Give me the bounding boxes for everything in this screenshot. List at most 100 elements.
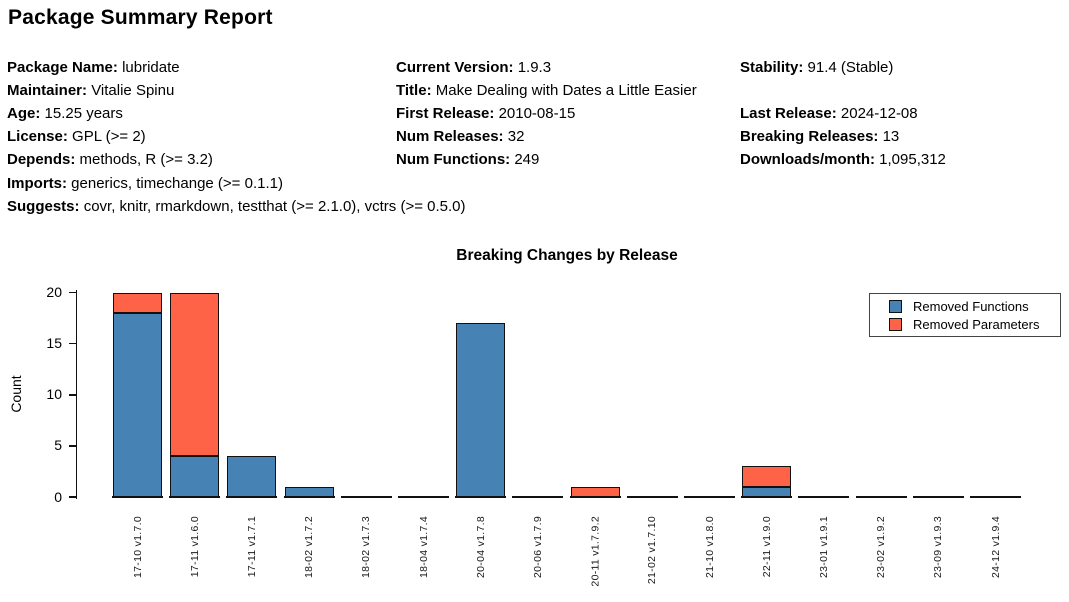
meta-label: Title:: [396, 82, 432, 100]
bar-baseline: [512, 495, 564, 498]
x-tick-label: 17-11 v1.7.1: [245, 516, 258, 578]
meta-label: Breaking Releases:: [740, 128, 879, 146]
x-tick-label: 23-02 v1.9.2: [875, 516, 888, 578]
chart-title: Breaking Changes by Release: [456, 247, 678, 264]
meta-label: Stability:: [740, 59, 804, 77]
meta-value: methods, R (>= 3.2): [79, 151, 213, 169]
meta-age: Age: 15.25 years: [7, 105, 396, 122]
legend-item-removed-parameters: Removed Parameters: [889, 317, 1060, 332]
meta-suggests: Suggests: covr, knitr, rmarkdown, testth…: [7, 198, 1065, 215]
bar-baseline: [398, 495, 449, 498]
meta-num-releases: Num Releases: 32: [396, 128, 740, 145]
x-tick-label: 21-02 v1.7.10: [646, 516, 659, 585]
legend-item-removed-functions: Removed Functions: [889, 299, 1060, 314]
meta-label: Imports:: [7, 174, 67, 192]
meta-value: 249: [514, 151, 540, 169]
meta-label: Suggests:: [7, 197, 80, 215]
y-axis-line: [75, 290, 78, 499]
bar-baseline: [970, 495, 1021, 498]
meta-value: 2010-08-15: [498, 105, 576, 123]
meta-value: GPL (>= 2): [72, 128, 146, 146]
x-tick-label: 20-06 v1.7.9: [531, 516, 544, 578]
x-tick-label: 18-02 v1.7.2: [303, 516, 316, 578]
chart-legend: Removed Functions Removed Parameters: [869, 293, 1061, 337]
meta-value: 2024-12-08: [840, 105, 918, 123]
meta-title: Title: Make Dealing with Dates a Little …: [396, 82, 740, 99]
x-tick-label: 18-02 v1.7.3: [360, 516, 373, 578]
y-tick-label: 5: [54, 437, 62, 454]
meta-label: Age:: [7, 105, 41, 123]
meta-value: generics, timechange (>= 0.1.1): [71, 174, 283, 192]
meta-downloads-month: Downloads/month: 1,095,312: [740, 151, 1065, 168]
legend-swatch-removed-parameters: [889, 317, 902, 331]
x-tick-label: 23-01 v1.9.1: [817, 516, 830, 578]
legend-label: Removed Parameters: [913, 316, 1040, 332]
y-tick-mark: [69, 496, 76, 498]
bar-baseline: [340, 495, 392, 498]
y-tick-mark: [69, 445, 76, 447]
y-tick-mark: [69, 393, 76, 396]
breaking-changes-chart: Breaking Changes by Release Count Remove…: [0, 240, 1069, 602]
legend-swatch-removed-functions: [889, 299, 902, 313]
bar-baseline: [684, 495, 735, 498]
bar-segment-removed-parameters: [570, 486, 620, 497]
meta-label: Last Release:: [740, 105, 837, 123]
meta-value: lubridate: [122, 59, 180, 77]
x-tick-label: 20-04 v1.7.8: [474, 516, 487, 578]
x-tick-label: 17-11 v1.6.0: [188, 516, 201, 578]
meta-stability: Stability: 91.4 (Stable): [740, 59, 1065, 76]
x-tick-label: 20-11 v1.7.9.2: [589, 516, 602, 587]
meta-value: covr, knitr, rmarkdown, testthat (>= 2.1…: [83, 197, 466, 215]
bar-segment-removed-parameters: [113, 292, 162, 313]
meta-current-version: Current Version: 1.9.3: [396, 59, 740, 76]
meta-label: Maintainer:: [7, 82, 88, 100]
bar-baseline: [912, 495, 964, 498]
meta-license: License: GPL (>= 2): [7, 128, 396, 145]
meta-label: Num Releases:: [396, 128, 504, 146]
bar-segment-removed-functions: [227, 456, 277, 497]
x-tick-label: 17-10 v1.7.0: [131, 516, 144, 578]
y-tick-label: 20: [46, 284, 62, 300]
meta-value: 91.4 (Stable): [807, 59, 894, 77]
x-tick-label: 22-11 v1.9.0: [760, 516, 773, 578]
meta-label: Num Functions:: [396, 151, 511, 169]
bar-segment-removed-functions: [170, 456, 220, 497]
meta-label: First Release:: [396, 105, 495, 123]
bar-segment-removed-functions: [742, 486, 792, 497]
meta-breaking-releases: Breaking Releases: 13: [740, 128, 1065, 145]
meta-maintainer: Maintainer: Vitalie Spinu: [7, 82, 396, 99]
bar-baseline: [626, 495, 678, 498]
y-tick-label: 0: [54, 488, 62, 505]
meta-label: Depends:: [7, 151, 76, 169]
x-tick-label: 23-09 v1.9.3: [932, 516, 945, 578]
meta-value: Make Dealing with Dates a Little Easier: [435, 82, 697, 100]
meta-value: 1,095,312: [879, 151, 946, 169]
legend-label: Removed Functions: [913, 298, 1029, 314]
bar-baseline: [798, 495, 850, 498]
x-tick-label: 18-04 v1.7.4: [417, 516, 430, 578]
meta-depends: Depends: methods, R (>= 3.2): [7, 151, 396, 168]
meta-num-functions: Num Functions: 249: [396, 151, 740, 168]
meta-first-release: First Release: 2010-08-15: [396, 105, 740, 122]
meta-value: 1.9.3: [517, 59, 552, 77]
y-tick-mark: [69, 342, 76, 345]
meta-last-release: Last Release: 2024-12-08: [740, 105, 1065, 122]
meta-label: Package Name:: [7, 59, 118, 77]
bar-segment-removed-parameters: [170, 292, 220, 457]
x-tick-label: 24-12 v1.9.4: [989, 516, 1002, 578]
page-title: Package Summary Report: [8, 6, 273, 29]
meta-value: 32: [507, 128, 525, 146]
meta-value: 15.25 years: [44, 105, 123, 123]
meta-label: Downloads/month:: [740, 151, 875, 169]
package-metadata: Package Name: lubridate Current Version:…: [7, 56, 1065, 218]
meta-value: Vitalie Spinu: [91, 82, 175, 100]
x-tick-label: 21-10 v1.8.0: [703, 516, 716, 578]
meta-imports: Imports: generics, timechange (>= 0.1.1): [7, 175, 396, 192]
meta-value: 13: [882, 128, 900, 146]
meta-package-name: Package Name: lubridate: [7, 59, 396, 76]
y-tick-label: 15: [46, 335, 62, 352]
y-tick-mark: [69, 291, 76, 294]
bar-segment-removed-functions: [113, 312, 162, 497]
y-tick-label: 10: [46, 386, 62, 403]
meta-label: License:: [7, 128, 68, 146]
